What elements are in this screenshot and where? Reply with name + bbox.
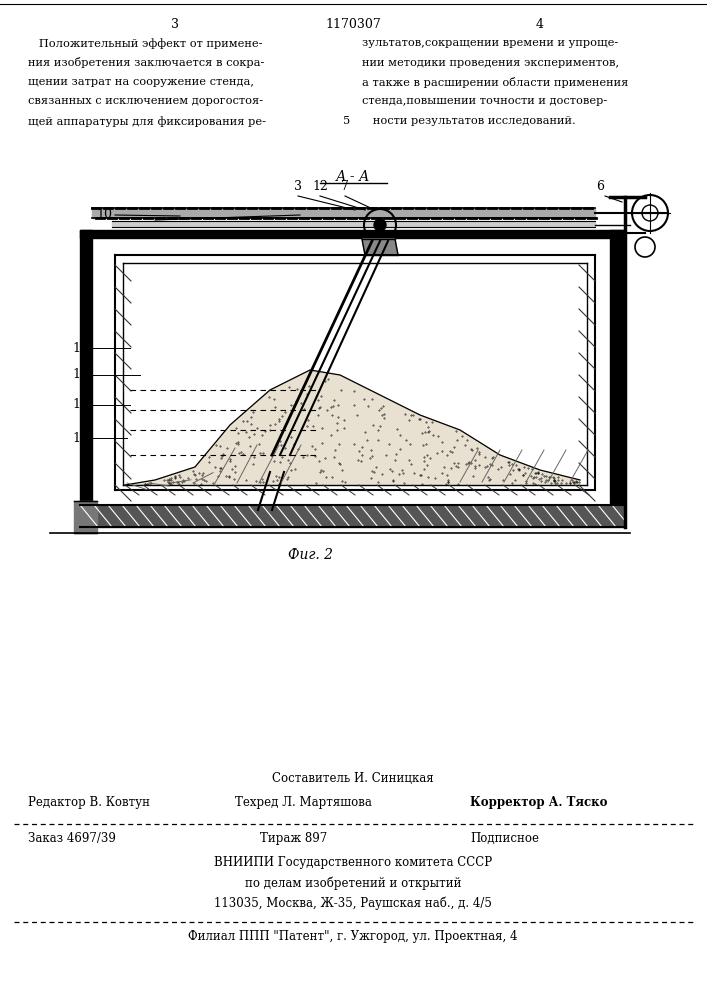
Text: нии методики проведения экспериментов,: нии методики проведения экспериментов, bbox=[362, 57, 619, 68]
Text: Заказ 4697/39: Заказ 4697/39 bbox=[28, 832, 116, 845]
Text: зультатов,сокращении времени и упроще-: зультатов,сокращении времени и упроще- bbox=[362, 38, 618, 48]
Polygon shape bbox=[92, 208, 595, 218]
Text: 3: 3 bbox=[171, 18, 179, 31]
Text: ВНИИПИ Государственного комитета СССР: ВНИИПИ Государственного комитета СССР bbox=[214, 856, 492, 869]
Polygon shape bbox=[80, 505, 625, 527]
Text: по делам изобретений и открытий: по делам изобретений и открытий bbox=[245, 876, 461, 890]
Text: 10: 10 bbox=[96, 209, 112, 222]
Text: 6: 6 bbox=[596, 180, 604, 193]
Text: 4: 4 bbox=[536, 18, 544, 31]
Text: 12: 12 bbox=[312, 180, 328, 193]
Text: Положительный эффект от примене-: Положительный эффект от примене- bbox=[28, 38, 262, 49]
Text: Подписное: Подписное bbox=[470, 832, 539, 845]
Text: 7: 7 bbox=[341, 180, 349, 193]
Text: 3: 3 bbox=[294, 180, 302, 193]
Text: Филиал ППП "Патент", г. Ужгород, ул. Проектная, 4: Филиал ППП "Патент", г. Ужгород, ул. Про… bbox=[188, 930, 518, 943]
Text: 15: 15 bbox=[72, 432, 88, 444]
Text: Тираж 897: Тираж 897 bbox=[260, 832, 327, 845]
Text: а также в расширении области применения: а также в расширении области применения bbox=[362, 77, 629, 88]
Text: стенда,повышении точности и достовер-: стенда,повышении точности и достовер- bbox=[362, 97, 607, 106]
Text: А - А: А - А bbox=[336, 170, 370, 184]
Text: ния изобретения заключается в сокра-: ния изобретения заключается в сокра- bbox=[28, 57, 264, 68]
Text: 16: 16 bbox=[72, 368, 88, 381]
Text: ности результатов исследований.: ности результатов исследований. bbox=[362, 116, 575, 126]
Text: Составитель И. Синицкая: Составитель И. Синицкая bbox=[272, 772, 434, 785]
Text: Фиг. 2: Фиг. 2 bbox=[288, 548, 332, 562]
Polygon shape bbox=[74, 501, 97, 533]
Text: Корректор А. Тяско: Корректор А. Тяско bbox=[470, 796, 607, 809]
Polygon shape bbox=[112, 221, 595, 227]
Circle shape bbox=[275, 455, 285, 465]
Polygon shape bbox=[362, 239, 398, 255]
Polygon shape bbox=[80, 230, 92, 505]
Text: щей аппаратуры для фиксирования ре-: щей аппаратуры для фиксирования ре- bbox=[28, 116, 266, 127]
Text: Редактор В. Ковтун: Редактор В. Ковтун bbox=[28, 796, 150, 809]
Text: 1170307: 1170307 bbox=[325, 18, 381, 31]
Text: 5: 5 bbox=[343, 116, 350, 126]
Text: 17: 17 bbox=[72, 342, 88, 355]
Text: Техред Л. Мартяшова: Техред Л. Мартяшова bbox=[235, 796, 372, 809]
Polygon shape bbox=[80, 230, 625, 238]
Polygon shape bbox=[610, 230, 625, 505]
Text: щении затрат на сооружение стенда,: щении затрат на сооружение стенда, bbox=[28, 77, 254, 87]
Polygon shape bbox=[125, 370, 580, 485]
Text: 113035, Москва, Ж-35, Раушская наб., д. 4/5: 113035, Москва, Ж-35, Раушская наб., д. … bbox=[214, 896, 492, 910]
Circle shape bbox=[374, 219, 386, 231]
Text: связанных с исключением дорогостоя-: связанных с исключением дорогостоя- bbox=[28, 97, 263, 106]
Text: 14: 14 bbox=[72, 398, 88, 412]
